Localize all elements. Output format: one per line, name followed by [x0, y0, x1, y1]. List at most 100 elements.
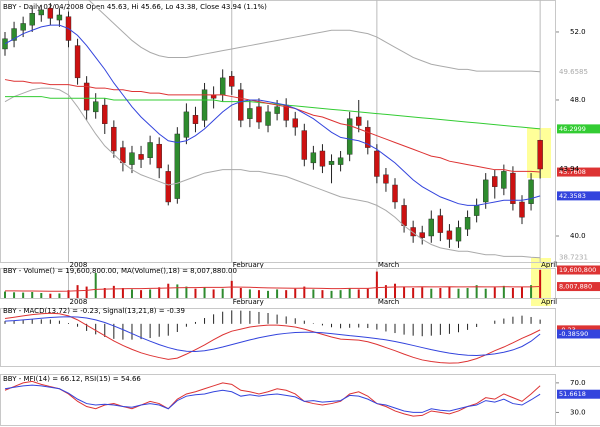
volume-bar [248, 289, 251, 298]
candle-body [83, 82, 90, 111]
candle-body [219, 77, 226, 96]
candle-body [201, 89, 208, 121]
volume-bar [4, 291, 6, 298]
volume-bar [212, 289, 215, 298]
volume-bar [121, 288, 124, 298]
volume-bar [58, 293, 61, 298]
candle-body [374, 150, 380, 177]
x-tick-label: February [233, 298, 264, 306]
volume-bar [330, 290, 333, 298]
candle-body [74, 45, 81, 79]
volume-bar [22, 292, 25, 298]
volume-bar [466, 288, 469, 298]
candle-body [210, 94, 217, 99]
volume-bar [384, 285, 387, 298]
volume-bar [13, 292, 16, 298]
volume-bar [276, 289, 279, 298]
candle-body [138, 154, 144, 160]
volume-bar [439, 288, 442, 298]
volume-bar [221, 288, 224, 298]
volume-bar [257, 290, 260, 298]
volume-bar [31, 292, 34, 298]
panel-frame [0, 268, 556, 299]
candle-body [156, 143, 162, 169]
candle-body [346, 118, 353, 155]
volume-bar [130, 289, 133, 298]
y-tick-label: 70.0 [570, 379, 586, 387]
candle-body [319, 150, 326, 167]
volume-bar [176, 284, 179, 298]
value-tag [557, 265, 600, 275]
x-tick-label: February [233, 261, 264, 269]
volume-bar [375, 271, 378, 298]
candle-body [102, 104, 108, 124]
indicator-line [4, 24, 541, 206]
y-tick-label: 30.0 [570, 408, 586, 416]
volume-bar [185, 286, 188, 298]
candle-body [11, 28, 17, 41]
value-tag [557, 167, 600, 177]
candle-body [56, 14, 63, 21]
panel-frame [0, 0, 556, 263]
candle-body [111, 126, 117, 152]
value-tag [557, 124, 600, 134]
volume-bar [403, 286, 406, 298]
candle-body [510, 172, 516, 204]
value-tag [557, 389, 600, 399]
candle-body [174, 133, 181, 199]
candle-body [29, 13, 35, 26]
candle-body [483, 179, 489, 203]
value-tag-label: 42.3583 [559, 192, 586, 200]
y-tick-label: 40.0 [570, 232, 586, 240]
volume-bar [421, 287, 424, 298]
candle-body [365, 126, 371, 148]
volume-bar [285, 290, 288, 298]
indicator-line [4, 316, 541, 356]
x-tick-label: April [541, 261, 557, 269]
candle-body [238, 89, 244, 121]
volume-bar [49, 293, 52, 298]
volume-bar [321, 290, 324, 298]
candle-body [337, 157, 344, 165]
candle-body [165, 171, 171, 203]
volume-bar [203, 287, 206, 298]
volume-bar [412, 288, 415, 298]
volume-bar [520, 286, 523, 298]
volume-bar [158, 287, 161, 298]
candle-body [183, 111, 190, 138]
value-tag-label: -0.38590 [559, 330, 588, 338]
candle-body [129, 152, 135, 165]
volume-bar [67, 290, 70, 298]
volume-bar [430, 288, 433, 298]
candle-body [328, 160, 335, 165]
volume-bar [294, 288, 297, 298]
volume-bar [149, 289, 152, 298]
x-tick-label: 2008 [69, 261, 87, 269]
indicator-line [4, 79, 541, 173]
volume-bar [140, 290, 143, 298]
indicator-line [5, 286, 541, 292]
volume-bar [502, 285, 505, 298]
x-tick-label: March [378, 298, 399, 306]
panel-title: BBY - Volume() = 19,600,800.00, MA(Volum… [3, 267, 237, 275]
candle-body [310, 152, 317, 164]
panel-frame [0, 374, 556, 426]
candle-body [229, 75, 235, 87]
volume-bar [448, 286, 451, 298]
volume-bar [357, 289, 360, 298]
candle-body [292, 118, 298, 128]
panel-title: BBY - Daily 02/04/2008 Open 45.63, Hi 45… [3, 3, 267, 11]
indicator-line [4, 380, 541, 417]
value-tag-label: 51.6618 [559, 390, 586, 398]
candle-body [519, 201, 525, 218]
candle-body [455, 227, 462, 242]
x-tick-label: April [541, 298, 557, 306]
volume-bar [348, 288, 351, 298]
volume-bar [475, 285, 478, 298]
x-tick-label: March [378, 261, 399, 269]
value-tag [557, 282, 600, 292]
candle-body [437, 215, 444, 233]
volume-bar [493, 287, 496, 298]
candle-body [274, 106, 280, 114]
